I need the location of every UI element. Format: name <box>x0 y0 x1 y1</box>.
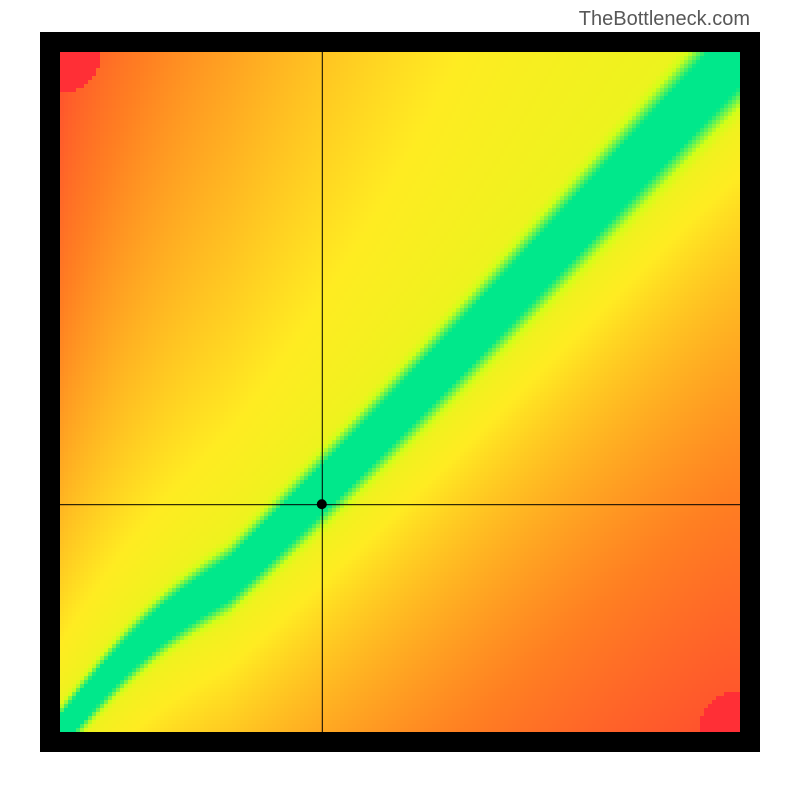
heatmap-canvas <box>60 52 740 732</box>
chart-frame <box>40 32 760 752</box>
watermark-text: TheBottleneck.com <box>579 8 750 31</box>
heatmap-plot <box>60 52 740 732</box>
